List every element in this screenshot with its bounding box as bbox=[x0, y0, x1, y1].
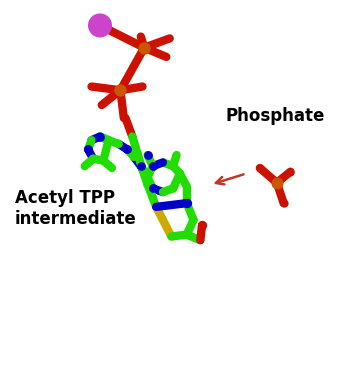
Point bbox=[257, 165, 262, 171]
Point bbox=[138, 163, 144, 169]
Point bbox=[85, 147, 91, 153]
Point bbox=[97, 134, 103, 140]
Point bbox=[145, 152, 150, 158]
Point bbox=[150, 163, 155, 169]
Point bbox=[274, 180, 280, 186]
Point bbox=[118, 87, 123, 93]
Point bbox=[199, 222, 205, 228]
Point bbox=[281, 200, 286, 206]
Point bbox=[141, 45, 147, 51]
Text: Phosphate: Phosphate bbox=[226, 107, 325, 125]
Text: Acetyl TPP
intermediate: Acetyl TPP intermediate bbox=[15, 189, 137, 228]
Point bbox=[150, 185, 155, 191]
Point bbox=[288, 169, 293, 175]
Point bbox=[184, 200, 190, 206]
Point bbox=[124, 147, 130, 153]
Point bbox=[97, 22, 103, 28]
